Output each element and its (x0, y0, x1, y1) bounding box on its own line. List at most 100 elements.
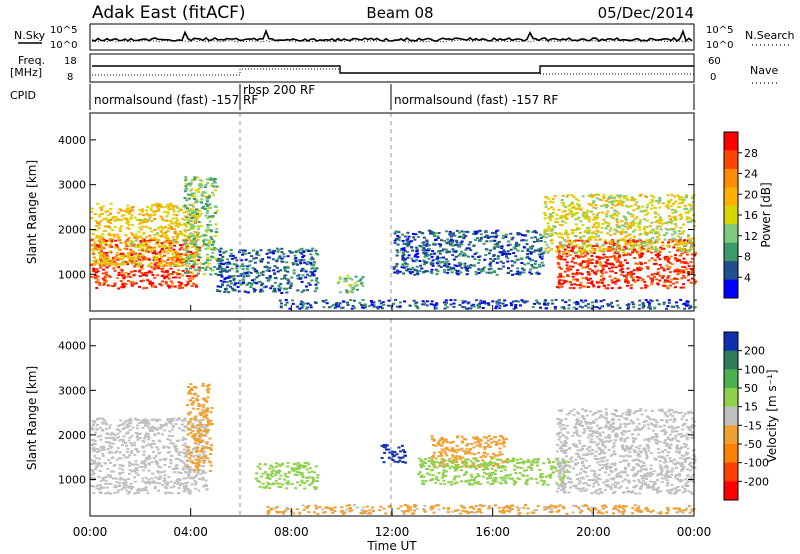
data-cell-region-0 (90, 484, 94, 487)
data-cell-region-5 (434, 268, 438, 271)
data-cell-region-3 (387, 448, 390, 451)
data-cell-region-0 (173, 466, 177, 469)
data-cell-region-8 (616, 242, 620, 245)
data-cell-region-1 (135, 239, 138, 242)
data-cell-region-0 (146, 421, 150, 424)
data-cell-region-5 (538, 255, 542, 258)
data-cell-region-8 (658, 197, 662, 199)
data-cell-region-0 (159, 249, 163, 252)
data-cell-region-1 (108, 261, 112, 264)
data-cell-region-3 (244, 258, 248, 261)
data-cell-region-7 (596, 269, 600, 272)
data-cell-region-1 (136, 265, 140, 268)
data-cell-region-1 (96, 202, 100, 205)
data-cell-region-8 (628, 237, 632, 240)
data-cell-region-5 (395, 249, 399, 252)
data-cell-region-2 (191, 214, 195, 217)
data-cell-region-8 (594, 207, 598, 210)
data-cell-region-7 (636, 240, 639, 243)
data-cell-region-4 (344, 277, 348, 280)
data-cell-region-5 (434, 238, 438, 241)
data-cell-region-3 (259, 271, 263, 274)
data-cell-region-8 (661, 244, 665, 247)
data-cell-region-6 (642, 305, 646, 307)
data-cell-region-0 (93, 443, 97, 446)
data-cell-region-8 (544, 203, 548, 206)
data-cell-region-1 (195, 465, 198, 468)
data-cell-region-5 (538, 265, 542, 268)
data-cell-region-3 (267, 269, 271, 272)
data-cell-region-5 (460, 230, 464, 233)
data-cell-region-7 (658, 263, 662, 266)
data-cell-region-5 (411, 266, 415, 269)
data-cell-region-1 (169, 220, 173, 223)
data-cell-region-8 (549, 218, 553, 221)
data-cell-region-8 (619, 233, 623, 235)
data-cell-region-7 (607, 267, 611, 270)
data-cell-region-6 (535, 299, 539, 302)
data-cell-region-2 (200, 207, 204, 210)
data-cell-region-0 (107, 459, 111, 462)
data-cell-region-3 (247, 291, 250, 294)
data-cell-region-2 (195, 208, 199, 211)
data-cell-region-1 (114, 256, 118, 259)
data-cell-region-1 (200, 423, 204, 426)
data-cell-region-0 (157, 477, 161, 480)
data-cell-region-0 (92, 446, 96, 449)
data-cell-region-5 (405, 269, 409, 272)
data-cell-region-6 (638, 304, 642, 307)
data-cell-region-6 (662, 301, 666, 304)
data-cell-region-2 (293, 473, 297, 476)
data-cell-region-3 (301, 267, 305, 270)
data-cell-region-7 (673, 277, 677, 280)
data-cell-region-0 (189, 468, 193, 471)
data-cell-region-7 (556, 261, 560, 264)
data-cell-region-0 (116, 447, 120, 450)
data-cell-region-3 (314, 249, 318, 252)
data-cell-region-5 (477, 272, 481, 274)
data-cell-region-0 (133, 492, 137, 495)
data-cell-region-5 (540, 253, 544, 255)
data-cell-region-8 (570, 201, 574, 204)
data-cell-region-5 (446, 251, 450, 254)
data-cell-region-2 (271, 482, 275, 485)
data-cell-region-0 (129, 422, 133, 425)
data-cell-region-2 (186, 237, 190, 240)
data-cell-region-8 (605, 200, 609, 202)
data-cell-region-7 (569, 268, 573, 271)
data-cell-region-1 (138, 244, 142, 247)
data-cell-region-1 (140, 242, 144, 245)
data-cell-region-0 (129, 451, 133, 454)
data-cell-region-0 (194, 425, 198, 428)
data-cell-region-0 (180, 460, 184, 463)
data-cell-region-2 (183, 190, 187, 193)
data-cell-region-0 (135, 418, 139, 421)
data-cell-region-2 (298, 484, 302, 487)
data-cell-region-5 (462, 230, 466, 233)
data-cell-region-0 (151, 274, 155, 276)
data-cell-region-1 (193, 251, 197, 254)
data-cell-region-8 (577, 216, 581, 219)
data-cell-region-8 (663, 234, 667, 237)
data-cell-region-0 (138, 422, 142, 424)
data-cell-region-5 (416, 272, 420, 275)
data-cell-region-8 (650, 199, 654, 202)
data-cell-region-2 (193, 235, 197, 238)
data-cell-region-8 (602, 194, 606, 197)
data-cell-region-8 (665, 205, 669, 208)
data-cell-region-5 (425, 252, 429, 255)
data-cell-region-8 (685, 250, 689, 253)
data-cell-region-3 (270, 285, 274, 288)
data-cell-region-1 (157, 234, 161, 237)
data-cell-region-7 (597, 285, 601, 288)
data-cell-region-2 (193, 176, 197, 179)
data-cell-region-0 (99, 258, 103, 261)
data-cell-region-6 (453, 299, 457, 302)
data-cell-region-7 (638, 266, 642, 269)
data-cell-region-8 (642, 218, 646, 221)
data-cell-region-0 (148, 482, 152, 485)
data-cell-region-6 (435, 303, 439, 306)
data-cell-region-6 (545, 307, 549, 310)
data-cell-region-7 (636, 267, 639, 270)
data-cell-region-3 (217, 249, 221, 252)
